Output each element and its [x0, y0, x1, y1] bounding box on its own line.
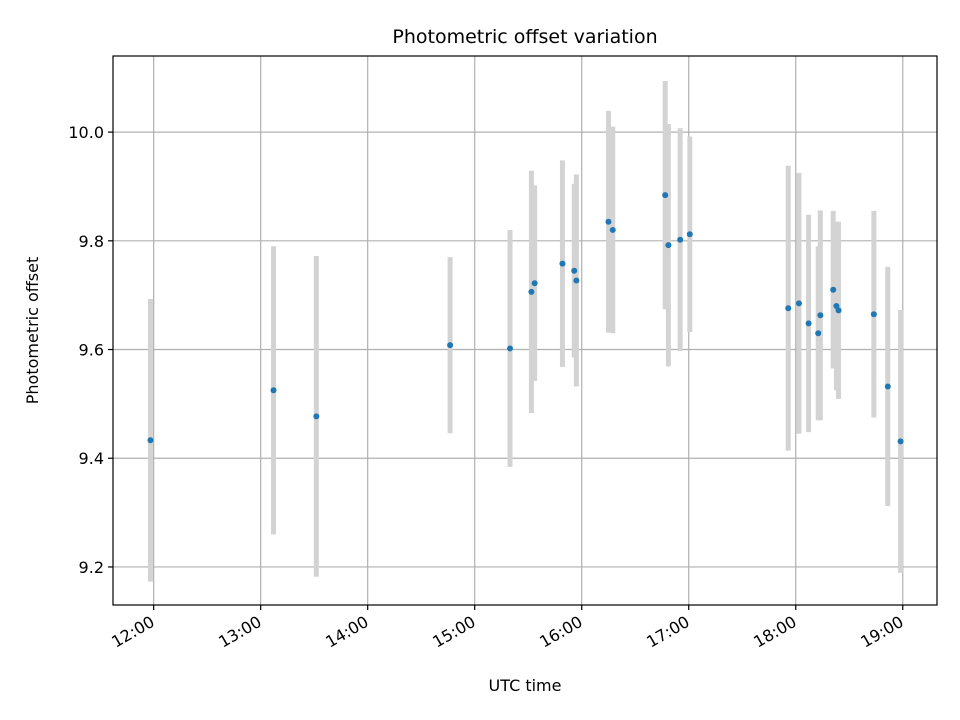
- data-point: [447, 342, 454, 349]
- data-points: [147, 192, 904, 445]
- data-point: [805, 320, 812, 327]
- data-point: [270, 387, 277, 394]
- data-point: [830, 286, 837, 293]
- data-point: [870, 311, 877, 318]
- y-tick-label: 9.4: [79, 449, 104, 468]
- data-point: [147, 437, 154, 444]
- data-point: [571, 267, 578, 274]
- y-tick-label: 9.6: [79, 341, 104, 360]
- y-axis-label: Photometric offset: [23, 257, 42, 405]
- y-tick-label: 10.0: [68, 123, 104, 142]
- data-point: [884, 383, 891, 390]
- data-point: [795, 300, 802, 307]
- data-point: [559, 260, 566, 267]
- data-point: [662, 192, 669, 199]
- data-point: [835, 307, 842, 314]
- data-point: [573, 277, 580, 284]
- data-point: [817, 312, 824, 319]
- y-tick-label: 9.2: [79, 558, 104, 577]
- plot-frame: [112, 55, 938, 606]
- y-axis-ticks: 9.2 9.4 9.6 9.8 10.0: [68, 123, 113, 577]
- data-point: [531, 280, 538, 287]
- data-point: [528, 288, 535, 295]
- y-tick-label: 9.8: [79, 232, 104, 251]
- data-point: [507, 345, 514, 352]
- data-point: [677, 236, 684, 243]
- x-axis-label: UTC time: [489, 676, 562, 695]
- data-point: [686, 231, 693, 238]
- chart-title: Photometric offset variation: [392, 26, 657, 48]
- data-point: [785, 305, 792, 312]
- data-point: [897, 438, 904, 445]
- data-point: [605, 218, 612, 225]
- data-point: [313, 413, 320, 420]
- data-point: [665, 242, 672, 249]
- data-point: [609, 226, 616, 233]
- data-point: [815, 330, 822, 337]
